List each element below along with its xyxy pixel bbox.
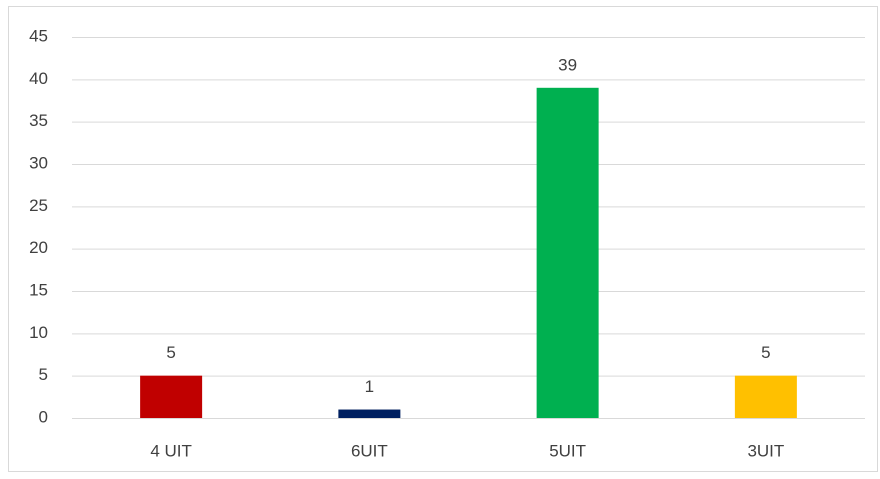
bar: [734, 375, 797, 418]
y-tick-label: 0: [39, 407, 48, 426]
y-tick-label: 15: [29, 280, 48, 299]
y-tick-label: 30: [29, 153, 48, 172]
y-tick-label: 25: [29, 196, 48, 215]
y-tick-label: 35: [29, 111, 48, 130]
y-tick-label: 40: [29, 69, 48, 88]
y-tick-label: 20: [29, 238, 48, 257]
x-tick-label: 5UIT: [549, 441, 586, 460]
data-label: 1: [365, 377, 374, 396]
data-label: 5: [761, 343, 770, 362]
bar: [140, 375, 203, 418]
data-label: 39: [558, 55, 577, 74]
y-tick-label: 5: [39, 365, 48, 384]
bar: [338, 409, 401, 418]
x-tick-label: 4 UIT: [150, 441, 192, 460]
y-tick-label: 45: [29, 26, 48, 45]
bar: [536, 87, 599, 419]
y-tick-label: 10: [29, 323, 48, 342]
x-tick-label: 6UIT: [351, 441, 388, 460]
data-label: 5: [166, 343, 175, 362]
x-tick-label: 3UIT: [747, 441, 784, 460]
